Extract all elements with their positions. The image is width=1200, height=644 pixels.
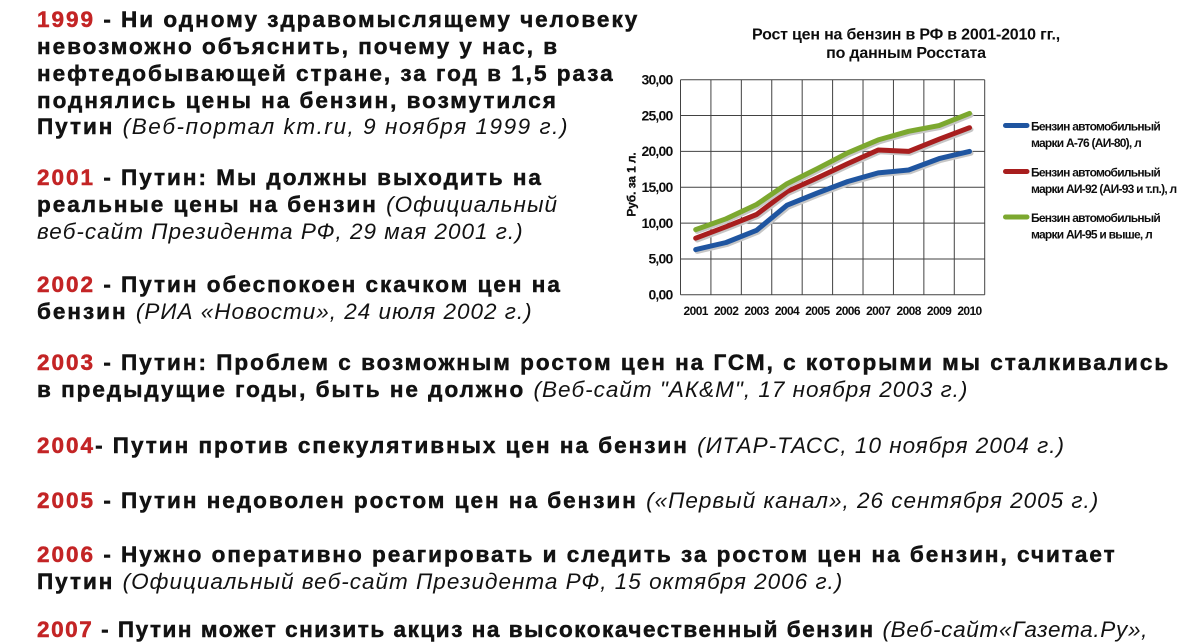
svg-text:марки А-76 (АИ-80), л: марки А-76 (АИ-80), л	[1031, 136, 1141, 150]
svg-text:5,00: 5,00	[648, 251, 673, 267]
svg-text:0,00: 0,00	[648, 287, 673, 303]
svg-text:2010: 2010	[957, 304, 982, 318]
svg-text:2006: 2006	[836, 304, 861, 318]
svg-text:25,00: 25,00	[641, 107, 673, 123]
svg-text:по данным Росстата: по данным Росстата	[826, 45, 986, 62]
svg-text:10,00: 10,00	[641, 215, 673, 231]
svg-text:Руб. за 1 л.: Руб. за 1 л.	[625, 152, 639, 216]
svg-text:Рост цен на бензин в РФ в 2001: Рост цен на бензин в РФ в 2001-2010 гг.,	[752, 27, 1060, 44]
svg-text:2008: 2008	[897, 304, 922, 318]
svg-text:Бензин автомобильный: Бензин автомобильный	[1031, 120, 1160, 134]
svg-text:2005: 2005	[805, 304, 830, 318]
svg-text:2007: 2007	[866, 304, 891, 318]
svg-text:15,00: 15,00	[641, 179, 673, 195]
svg-text:марки АИ-95 и выше, л: марки АИ-95 и выше, л	[1031, 227, 1152, 241]
svg-text:2004: 2004	[775, 304, 800, 318]
svg-text:Бензин автомобильный: Бензин автомобильный	[1031, 211, 1160, 225]
svg-text:30,00: 30,00	[641, 71, 673, 87]
svg-text:2001: 2001	[684, 304, 709, 318]
svg-text:Бензин автомобильный: Бензин автомобильный	[1031, 166, 1160, 180]
svg-text:2009: 2009	[927, 304, 952, 318]
svg-text:2002: 2002	[714, 304, 739, 318]
svg-text:2003: 2003	[744, 304, 769, 318]
svg-text:20,00: 20,00	[641, 143, 673, 159]
svg-text:марки АИ-92 (АИ-93 и т.п.), л: марки АИ-92 (АИ-93 и т.п.), л	[1031, 182, 1176, 196]
